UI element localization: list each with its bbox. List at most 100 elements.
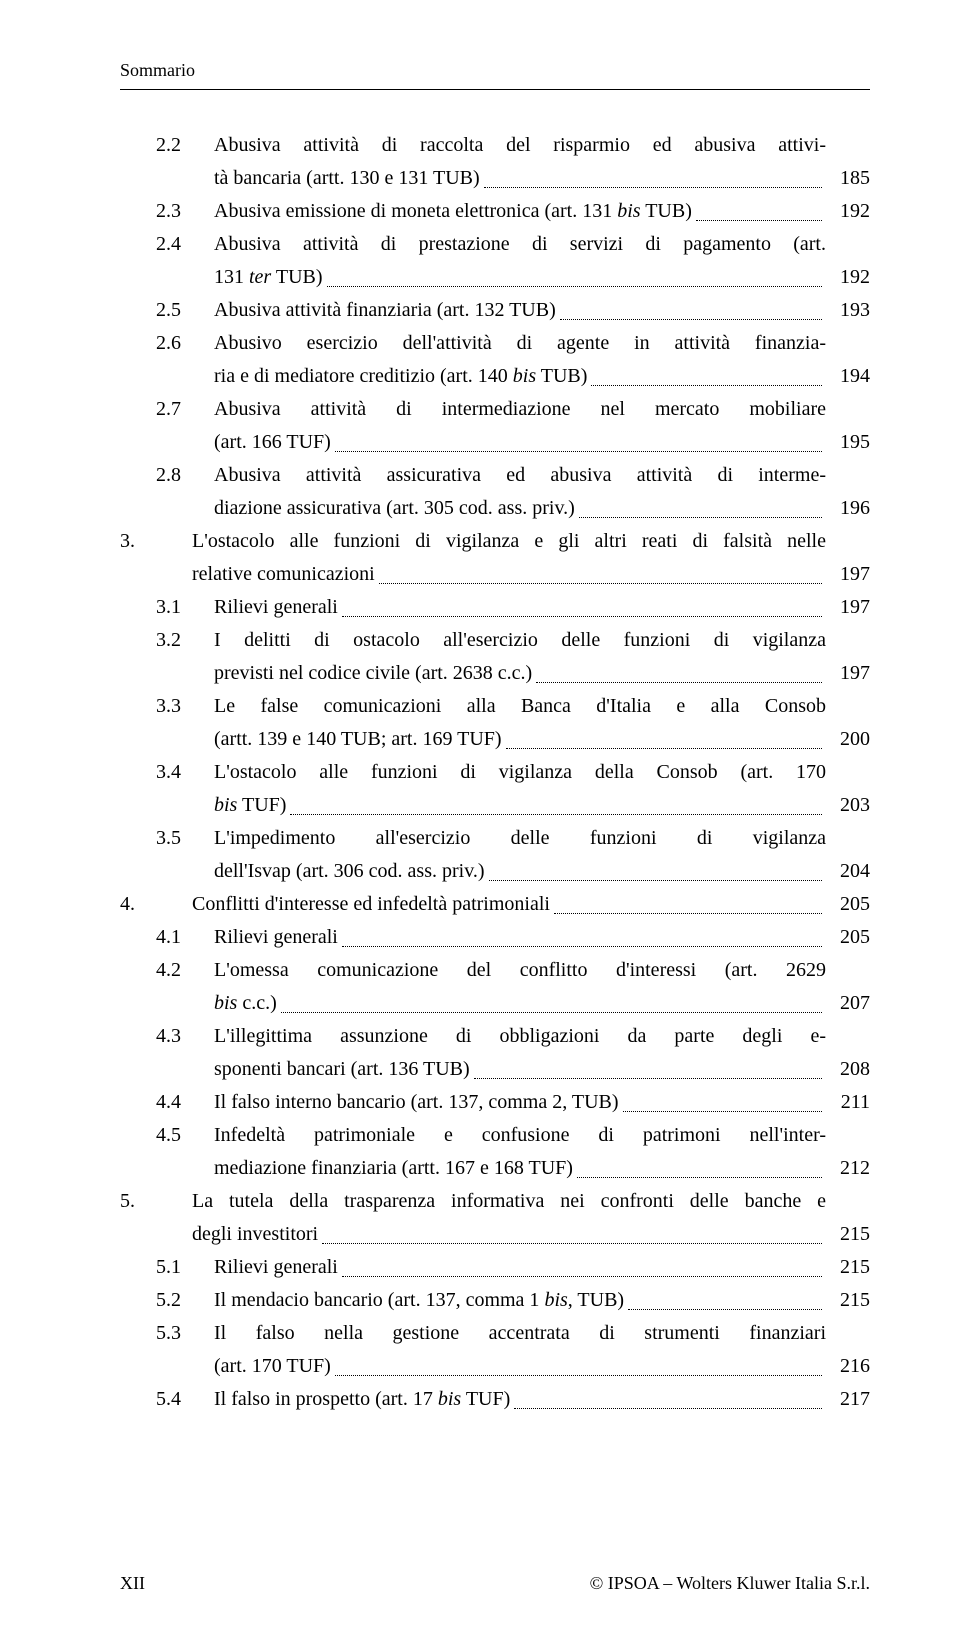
toc-entry-label: L'ostacolo alle funzioni di vigilanza de… (214, 757, 826, 788)
footer: XII © IPSOA – Wolters Kluwer Italia S.r.… (120, 1573, 870, 1594)
toc-entry-number: 2.3 (156, 196, 214, 227)
toc-entry-label: Abusiva attività di prestazione di servi… (214, 229, 826, 260)
toc-entry-number: 4.2 (156, 955, 214, 986)
toc-entry-number: 3.5 (156, 823, 214, 854)
toc-entry-page: 192 (826, 262, 870, 293)
toc-entry-number: 2.6 (156, 328, 214, 359)
dot-leader (342, 616, 822, 617)
toc-entry-page: 207 (826, 988, 870, 1019)
dot-leader (628, 1309, 822, 1310)
toc-entry-label: L'ostacolo alle funzioni di vigilanza e … (156, 526, 826, 557)
toc-entry: 3.4L'ostacolo alle funzioni di vigilanza… (120, 757, 870, 788)
toc-entry-label: Rilievi generali (214, 1252, 826, 1283)
toc-entry-label: Abusiva attività assicurativa ed abusiva… (214, 460, 826, 491)
toc-entry-label: mediazione finanziaria (artt. 167 e 168 … (214, 1153, 826, 1184)
toc-entry-page: 200 (826, 724, 870, 755)
toc-entry-label: Abusiva attività di raccolta del risparm… (214, 130, 826, 161)
toc-entry-number: 5. (120, 1186, 156, 1217)
dot-leader (560, 319, 822, 320)
toc-entry: 3.5L'impedimento all'esercizio delle fun… (120, 823, 870, 854)
toc-entry-page: 193 (826, 295, 870, 326)
toc-entry-page: 197 (826, 559, 870, 590)
toc-entry: 2.2Abusiva attività di raccolta del risp… (120, 130, 870, 161)
toc-entry: 5.1Rilievi generali 215 (120, 1252, 870, 1283)
toc-entry: (art. 170 TUF) 216 (120, 1351, 870, 1382)
page-number: XII (120, 1573, 145, 1594)
toc-entry-number: 2.4 (156, 229, 214, 260)
toc-entry-label: bis c.c.) (214, 988, 826, 1019)
dot-leader (335, 451, 822, 452)
table-of-contents: 2.2Abusiva attività di raccolta del risp… (120, 130, 870, 1415)
toc-entry-page: 194 (826, 361, 870, 392)
dot-leader (579, 517, 822, 518)
toc-entry-page: 205 (826, 889, 870, 920)
toc-entry: 3.3Le false comunicazioni alla Banca d'I… (120, 691, 870, 722)
toc-entry-label: ria e di mediatore creditizio (art. 140 … (214, 361, 826, 392)
toc-entry-number: 5.2 (156, 1285, 214, 1316)
toc-entry: 2.8Abusiva attività assicurativa ed abus… (120, 460, 870, 491)
toc-entry: 3.1Rilievi generali 197 (120, 592, 870, 623)
toc-entry-page: 217 (826, 1384, 870, 1415)
toc-entry-page: 185 (826, 163, 870, 194)
toc-entry-page: 212 (826, 1153, 870, 1184)
toc-entry-label: Il mendacio bancario (art. 137, comma 1 … (214, 1285, 826, 1316)
toc-entry-label: Rilievi generali (214, 922, 826, 953)
dot-leader (484, 187, 822, 188)
toc-entry: mediazione finanziaria (artt. 167 e 168 … (120, 1153, 870, 1184)
toc-entry: 2.3Abusiva emissione di moneta elettroni… (120, 196, 870, 227)
toc-entry-number: 5.4 (156, 1384, 214, 1415)
dot-leader (281, 1012, 822, 1013)
dot-leader (322, 1243, 822, 1244)
toc-entry-page: 215 (826, 1252, 870, 1283)
dot-leader (290, 814, 822, 815)
toc-entry-number: 2.5 (156, 295, 214, 326)
toc-entry-label: L'impedimento all'esercizio delle funzio… (214, 823, 826, 854)
dot-leader (506, 748, 822, 749)
toc-entry: diazione assicurativa (art. 305 cod. ass… (120, 493, 870, 524)
toc-entry-label: sponenti bancari (art. 136 TUB) (214, 1054, 826, 1085)
toc-entry: 2.5Abusiva attività finanziaria (art. 13… (120, 295, 870, 326)
toc-entry-label: Abusiva attività finanziaria (art. 132 T… (214, 295, 826, 326)
toc-entry-label: Le false comunicazioni alla Banca d'Ital… (214, 691, 826, 722)
toc-entry: 3.2I delitti di ostacolo all'esercizio d… (120, 625, 870, 656)
toc-entry-number: 3.2 (156, 625, 214, 656)
toc-entry: tà bancaria (artt. 130 e 131 TUB) 185 (120, 163, 870, 194)
toc-entry-page: 205 (826, 922, 870, 953)
toc-entry-number: 5.1 (156, 1252, 214, 1283)
toc-entry: relative comunicazioni 197 (120, 559, 870, 590)
dot-leader (514, 1408, 822, 1409)
toc-entry-label: La tutela della trasparenza informativa … (156, 1186, 826, 1217)
toc-entry-label: relative comunicazioni (156, 559, 826, 590)
toc-entry-page: 192 (826, 196, 870, 227)
toc-entry-label: degli investitori (156, 1219, 826, 1250)
toc-entry-label: Conflitti d'interesse ed infedeltà patri… (156, 889, 826, 920)
dot-leader (577, 1177, 822, 1178)
toc-entry-label: 131 ter TUB) (214, 262, 826, 293)
toc-entry: bis TUF) 203 (120, 790, 870, 821)
toc-entry-label: (artt. 139 e 140 TUB; art. 169 TUF) (214, 724, 826, 755)
toc-entry-number: 4. (120, 889, 156, 920)
toc-entry-number: 4.1 (156, 922, 214, 953)
toc-entry-label: (art. 166 TUF) (214, 427, 826, 458)
toc-entry-label: Il falso in prospetto (art. 17 bis TUF) (214, 1384, 826, 1415)
toc-entry: 4.2L'omessa comunicazione del conflitto … (120, 955, 870, 986)
toc-entry-label: previsti nel codice civile (art. 2638 c.… (214, 658, 826, 689)
running-header: Sommario (120, 60, 870, 81)
toc-entry-label: diazione assicurativa (art. 305 cod. ass… (214, 493, 826, 524)
toc-entry-number: 3.4 (156, 757, 214, 788)
toc-entry: 4.3L'illegittima assunzione di obbligazi… (120, 1021, 870, 1052)
dot-leader (335, 1375, 822, 1376)
toc-entry: ria e di mediatore creditizio (art. 140 … (120, 361, 870, 392)
toc-entry-number: 3.1 (156, 592, 214, 623)
toc-entry-number: 2.2 (156, 130, 214, 161)
toc-entry-number: 2.8 (156, 460, 214, 491)
toc-entry-page: 211 (826, 1087, 870, 1118)
dot-leader (342, 946, 822, 947)
toc-entry-label: Rilievi generali (214, 592, 826, 623)
toc-entry-label: (art. 170 TUF) (214, 1351, 826, 1382)
toc-entry: dell'Isvap (art. 306 cod. ass. priv.) 20… (120, 856, 870, 887)
toc-entry: degli investitori 215 (120, 1219, 870, 1250)
header-rule (120, 89, 870, 90)
toc-entry-number: 3. (120, 526, 156, 557)
toc-entry-label: L'illegittima assunzione di obbligazioni… (214, 1021, 826, 1052)
